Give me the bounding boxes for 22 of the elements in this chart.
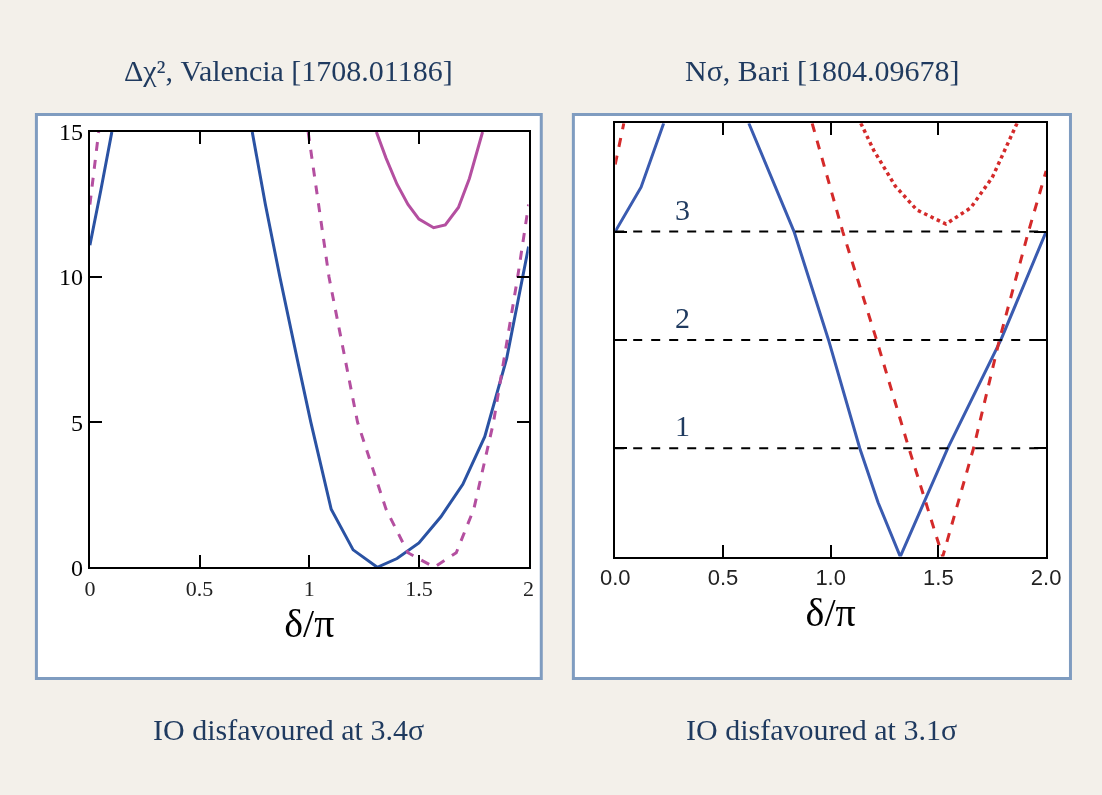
x-tick-label: 0.5 [707,565,739,591]
text: IO disfavoured at 3.1σ [686,713,958,746]
x-tick-label: 1.0 [815,565,846,591]
chart-title: Δχ², Valencia [1708.01186] [124,54,453,87]
x-tick-label: 0.5 [185,575,214,601]
x-tick-label: 1.5 [405,575,433,601]
text: IO disfavoured at 3.4σ [153,713,425,746]
chart-title: Nσ, Bari [1804.09678] [685,54,960,87]
y-tick-label: 10 [59,264,84,291]
ref-line-label: 1 [675,409,690,442]
ref-line-label: 2 [675,301,690,334]
x-tick-label: 2 [523,575,535,601]
y-tick-label: 15 [59,119,84,146]
x-axis-title: δ/π [284,600,335,646]
y-tick-label: 5 [71,409,84,436]
x-tick-label: 1.5 [923,565,954,591]
x-axis-title: δ/π [805,590,856,636]
x-tick-label: 0.0 [599,565,631,591]
line-series [374,131,485,230]
x-tick-label: 1 [303,575,315,601]
x-tick-label: 2.0 [1030,565,1062,591]
ref-line-label: 3 [675,193,690,226]
